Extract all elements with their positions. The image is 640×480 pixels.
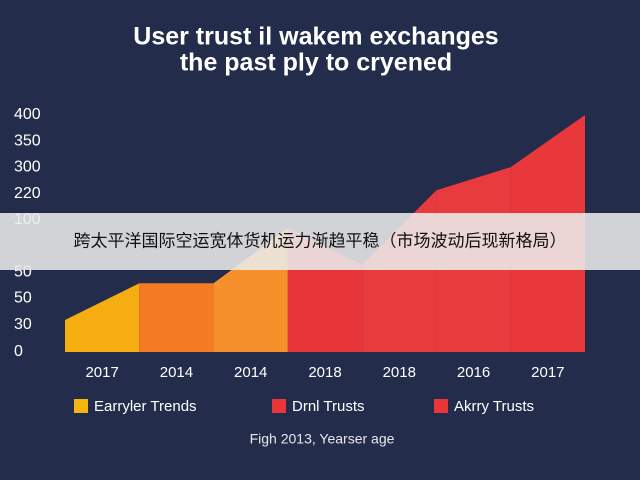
chart-subtitle: the past ply to cryened	[180, 49, 452, 77]
x-tick-label: 2017	[85, 364, 118, 381]
x-tick-label: 2018	[308, 364, 341, 381]
y-tick-label: 300	[14, 159, 41, 176]
y-tick-label: 30	[14, 316, 32, 333]
y-tick-label: 220	[14, 185, 41, 202]
area-segment	[139, 283, 214, 352]
chart-title: User trust il wakem exchanges	[133, 23, 498, 51]
legend-label: Akrry Trusts	[454, 398, 534, 415]
x-tick-label: 2017	[531, 364, 564, 381]
banner	[0, 213, 640, 270]
legend-label: Earryler Trends	[94, 398, 197, 415]
y-tick-label: 350	[14, 132, 41, 149]
legend-swatch	[74, 399, 88, 413]
y-tick-label: 400	[14, 106, 41, 123]
y-tick-label: 0	[14, 343, 23, 360]
x-tick-label: 2014	[234, 364, 267, 381]
legend-swatch	[434, 399, 448, 413]
x-tick-label: 2014	[160, 364, 193, 381]
y-tick-label: 50	[14, 290, 32, 307]
banner-text: 跨太平洋国际空运宽体货机运力渐趋平稳（市场波动后现新格局）	[74, 231, 567, 250]
legend-label: Drnl Trusts	[292, 398, 365, 415]
area-segment	[65, 283, 140, 352]
legend-swatch	[272, 399, 286, 413]
x-tick-label: 2018	[383, 364, 416, 381]
footnote: Figh 2013, Yearser age	[250, 431, 395, 447]
x-tick-label: 2016	[457, 364, 490, 381]
